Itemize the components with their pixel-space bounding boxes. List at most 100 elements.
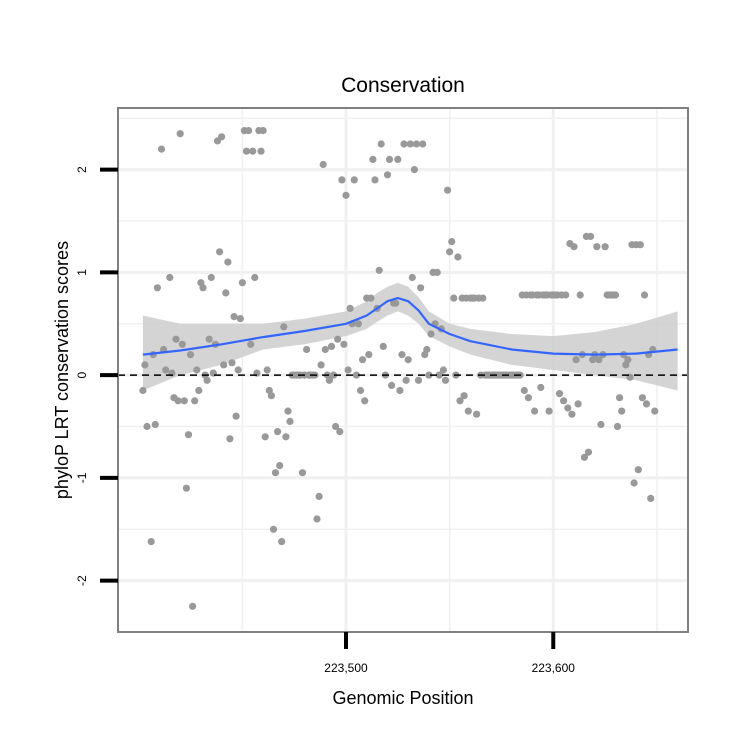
data-point [410, 166, 418, 174]
data-point [263, 366, 271, 374]
y-tick-label-3: 1 [75, 269, 89, 276]
data-point [236, 315, 244, 323]
data-point [611, 291, 620, 299]
x-tick-label-0: 223,500 [324, 661, 368, 675]
data-point [313, 515, 321, 523]
data-point [249, 147, 257, 155]
y-tick-label-1: -1 [75, 472, 89, 483]
data-point [141, 361, 149, 369]
data-point [435, 371, 443, 379]
data-point [218, 133, 226, 141]
data-point [143, 422, 151, 431]
data-point [151, 420, 159, 429]
data-point [520, 386, 528, 395]
data-point [597, 420, 605, 429]
data-point [180, 397, 188, 405]
data-point [247, 340, 255, 348]
data-point [377, 140, 385, 148]
data-point [385, 155, 394, 163]
data-point [456, 397, 464, 405]
data-point [448, 238, 456, 246]
data-point [203, 376, 211, 384]
data-point [396, 386, 404, 395]
data-point [344, 366, 352, 374]
data-point [232, 412, 240, 420]
data-point [205, 335, 213, 343]
data-point [286, 417, 294, 425]
grid-lines [118, 108, 688, 632]
data-point [178, 340, 186, 348]
data-point [570, 243, 578, 251]
data-point [280, 323, 288, 331]
data-point [417, 284, 425, 292]
data-point [392, 299, 400, 307]
data-point [224, 258, 232, 266]
smooth-band [142, 282, 678, 391]
data-point [261, 433, 269, 441]
data-point [172, 335, 180, 343]
data-point [251, 273, 259, 282]
data-point [195, 386, 203, 395]
data-point [228, 359, 236, 367]
data-point [383, 171, 392, 179]
data-point [454, 253, 462, 261]
data-point [193, 366, 201, 374]
data-point [330, 371, 338, 379]
data-point [634, 466, 642, 474]
data-point [601, 243, 609, 251]
data-point [207, 273, 215, 282]
x-axis-title: Genomic Position [332, 688, 473, 708]
data-point [319, 160, 327, 169]
data-point [524, 394, 533, 402]
data-point [464, 407, 472, 415]
data-point [257, 147, 265, 155]
data-point [642, 400, 651, 408]
data-point [321, 345, 329, 354]
data-point [564, 404, 572, 412]
data-point [616, 394, 624, 402]
data-point [441, 376, 450, 384]
x-axis-ticks: 223,500 223,600 [324, 632, 575, 675]
data-point [651, 407, 659, 415]
data-point [379, 342, 387, 350]
data-point [479, 294, 487, 302]
data-point [222, 289, 230, 297]
data-point [182, 484, 190, 492]
data-point [238, 279, 246, 287]
data-point [336, 428, 344, 436]
y-axis-ticks: -2 -1 0 1 2 [75, 166, 118, 586]
y-axis-title: phyloP LRT conservation scores [52, 241, 72, 499]
data-point [242, 147, 251, 155]
smooth-curve [142, 297, 678, 356]
data-point [404, 356, 412, 364]
data-point [191, 397, 199, 405]
data-point [346, 304, 354, 312]
data-point [276, 462, 284, 470]
data-point [568, 410, 576, 418]
data-point [315, 492, 323, 500]
data-point [162, 366, 170, 374]
data-point [369, 155, 377, 163]
data-point [327, 342, 336, 350]
data-point [186, 351, 195, 359]
data-point [356, 386, 365, 395]
y-tick-label-2: 0 [75, 371, 89, 378]
data-point [406, 140, 414, 148]
data-point [375, 266, 383, 274]
data-point [624, 356, 632, 364]
data-point [402, 376, 410, 384]
data-point [433, 268, 441, 276]
data-point [545, 407, 553, 415]
data-point [325, 376, 333, 384]
data-point [284, 407, 292, 415]
data-point [139, 386, 147, 395]
data-point [184, 431, 193, 439]
data-point [278, 538, 286, 546]
data-point [584, 448, 593, 456]
data-point [371, 176, 379, 184]
data-point [245, 127, 253, 135]
data-point [359, 356, 367, 364]
data-point [560, 397, 568, 405]
data-point [427, 330, 435, 338]
data-point [613, 422, 622, 431]
